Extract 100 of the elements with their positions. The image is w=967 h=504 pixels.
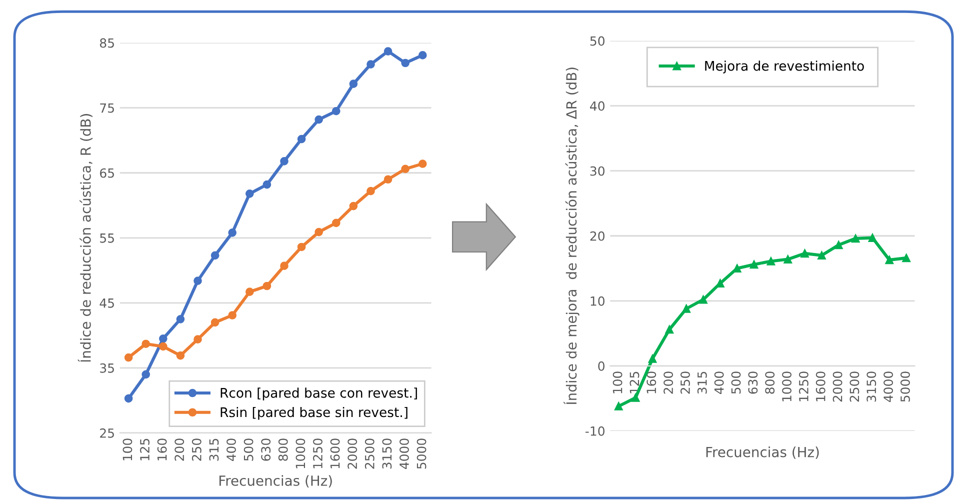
point <box>349 80 358 88</box>
y-tick-label: 35 <box>100 363 114 373</box>
y-tick-label: 75 <box>100 103 114 113</box>
point <box>124 353 133 362</box>
x-tick-label: 200 <box>664 372 674 394</box>
x-tick-label: 250 <box>680 372 690 394</box>
x-tick-label: 315 <box>209 438 219 461</box>
y-tick-label: 10 <box>590 296 604 306</box>
y-tick-label: 85 <box>100 38 114 48</box>
x-tick-label: 2500 <box>364 438 374 469</box>
x-tick-label: 500 <box>244 438 254 461</box>
legend-label: Mejora de revestimiento <box>705 60 864 74</box>
x-tick-label: 3150 <box>866 372 876 402</box>
point <box>210 318 220 327</box>
y-tick-label: 55 <box>100 234 114 243</box>
y-tick-label: 65 <box>100 168 114 178</box>
point <box>902 254 910 262</box>
x-tick-label: 630 <box>748 372 758 394</box>
point <box>210 251 220 260</box>
x-tick-label: 160 <box>646 372 656 394</box>
point <box>851 234 860 243</box>
point <box>142 370 150 379</box>
point <box>766 257 776 266</box>
point <box>800 249 809 258</box>
point <box>401 58 410 68</box>
point <box>366 186 375 196</box>
point <box>142 340 150 348</box>
point <box>262 180 272 189</box>
point <box>401 164 410 174</box>
x-tick-label: 1000 <box>782 372 792 402</box>
point <box>648 354 657 363</box>
y-tick-label: -10 <box>586 426 604 436</box>
x-tick-label: 630 <box>261 438 271 461</box>
point <box>384 175 392 184</box>
point <box>665 325 674 334</box>
x-tick-label: 1000 <box>296 438 306 468</box>
y-tick-label: 50 <box>590 36 604 46</box>
point <box>262 282 272 290</box>
point <box>245 190 254 198</box>
point <box>245 288 254 296</box>
y-tick-label: 45 <box>100 298 114 308</box>
point <box>124 394 133 403</box>
x-tick-label: 3150 <box>382 438 392 469</box>
y-axis-title: Índice de reducción acústica, R (dB) <box>78 114 93 362</box>
point <box>194 276 202 285</box>
y-tick-label: 20 <box>590 231 604 241</box>
x-tick-label: 2500 <box>850 372 860 402</box>
point <box>418 51 427 60</box>
x-tick-label: 1600 <box>816 372 826 402</box>
point <box>314 228 324 236</box>
point <box>366 60 375 68</box>
point <box>228 228 237 237</box>
point <box>280 262 288 270</box>
point <box>631 394 640 402</box>
point <box>834 240 843 250</box>
x-tick-label: 4000 <box>400 438 409 469</box>
point <box>784 255 792 264</box>
legend-label: Rsin [pared base sin revest.] <box>220 406 408 420</box>
point <box>885 256 894 264</box>
point <box>158 342 168 351</box>
x-tick-label: 125 <box>140 438 150 460</box>
point <box>332 106 340 116</box>
point <box>314 115 324 124</box>
y-tick-label: 40 <box>590 101 604 111</box>
point <box>699 295 708 304</box>
point <box>176 351 185 360</box>
x-tick-label: 2000 <box>832 372 842 402</box>
point <box>349 202 358 210</box>
point <box>418 160 427 168</box>
x-tick-label: 1600 <box>330 438 340 468</box>
x-tick-label: 4000 <box>884 372 894 402</box>
x-tick-label: 500 <box>731 372 741 394</box>
x-tick-label: 1250 <box>798 372 808 402</box>
point <box>158 334 168 343</box>
x-tick-label: 100 <box>612 372 622 394</box>
point <box>818 251 826 260</box>
x-tick-label: 800 <box>765 372 775 394</box>
point <box>280 157 288 166</box>
x-tick-label: 400 <box>714 372 724 394</box>
x-tick-label: 160 <box>157 438 167 460</box>
point <box>384 47 392 56</box>
y-tick-label: 30 <box>590 166 604 176</box>
x-tick-label: 250 <box>192 438 202 461</box>
point <box>194 335 202 344</box>
point <box>750 260 758 269</box>
x-tick-label: 5000 <box>416 438 426 469</box>
point <box>297 134 306 144</box>
point <box>332 218 340 228</box>
point <box>297 242 306 252</box>
x-tick-label: 800 <box>278 438 288 461</box>
point <box>614 402 623 410</box>
x-tick-label: 400 <box>226 438 236 462</box>
y-tick-label: 0 <box>598 361 604 371</box>
legend-label: Rcon [pared base con revest.] <box>220 388 417 400</box>
x-tick-label: 1250 <box>313 438 322 468</box>
x-tick-label: 200 <box>174 438 184 461</box>
x-tick-label: 2000 <box>348 438 358 469</box>
y-axis-title: Índice de mejora de reducción acústica, ΔR (dB) <box>564 68 580 404</box>
point <box>716 279 724 288</box>
x-tick-label: 315 <box>697 372 707 394</box>
